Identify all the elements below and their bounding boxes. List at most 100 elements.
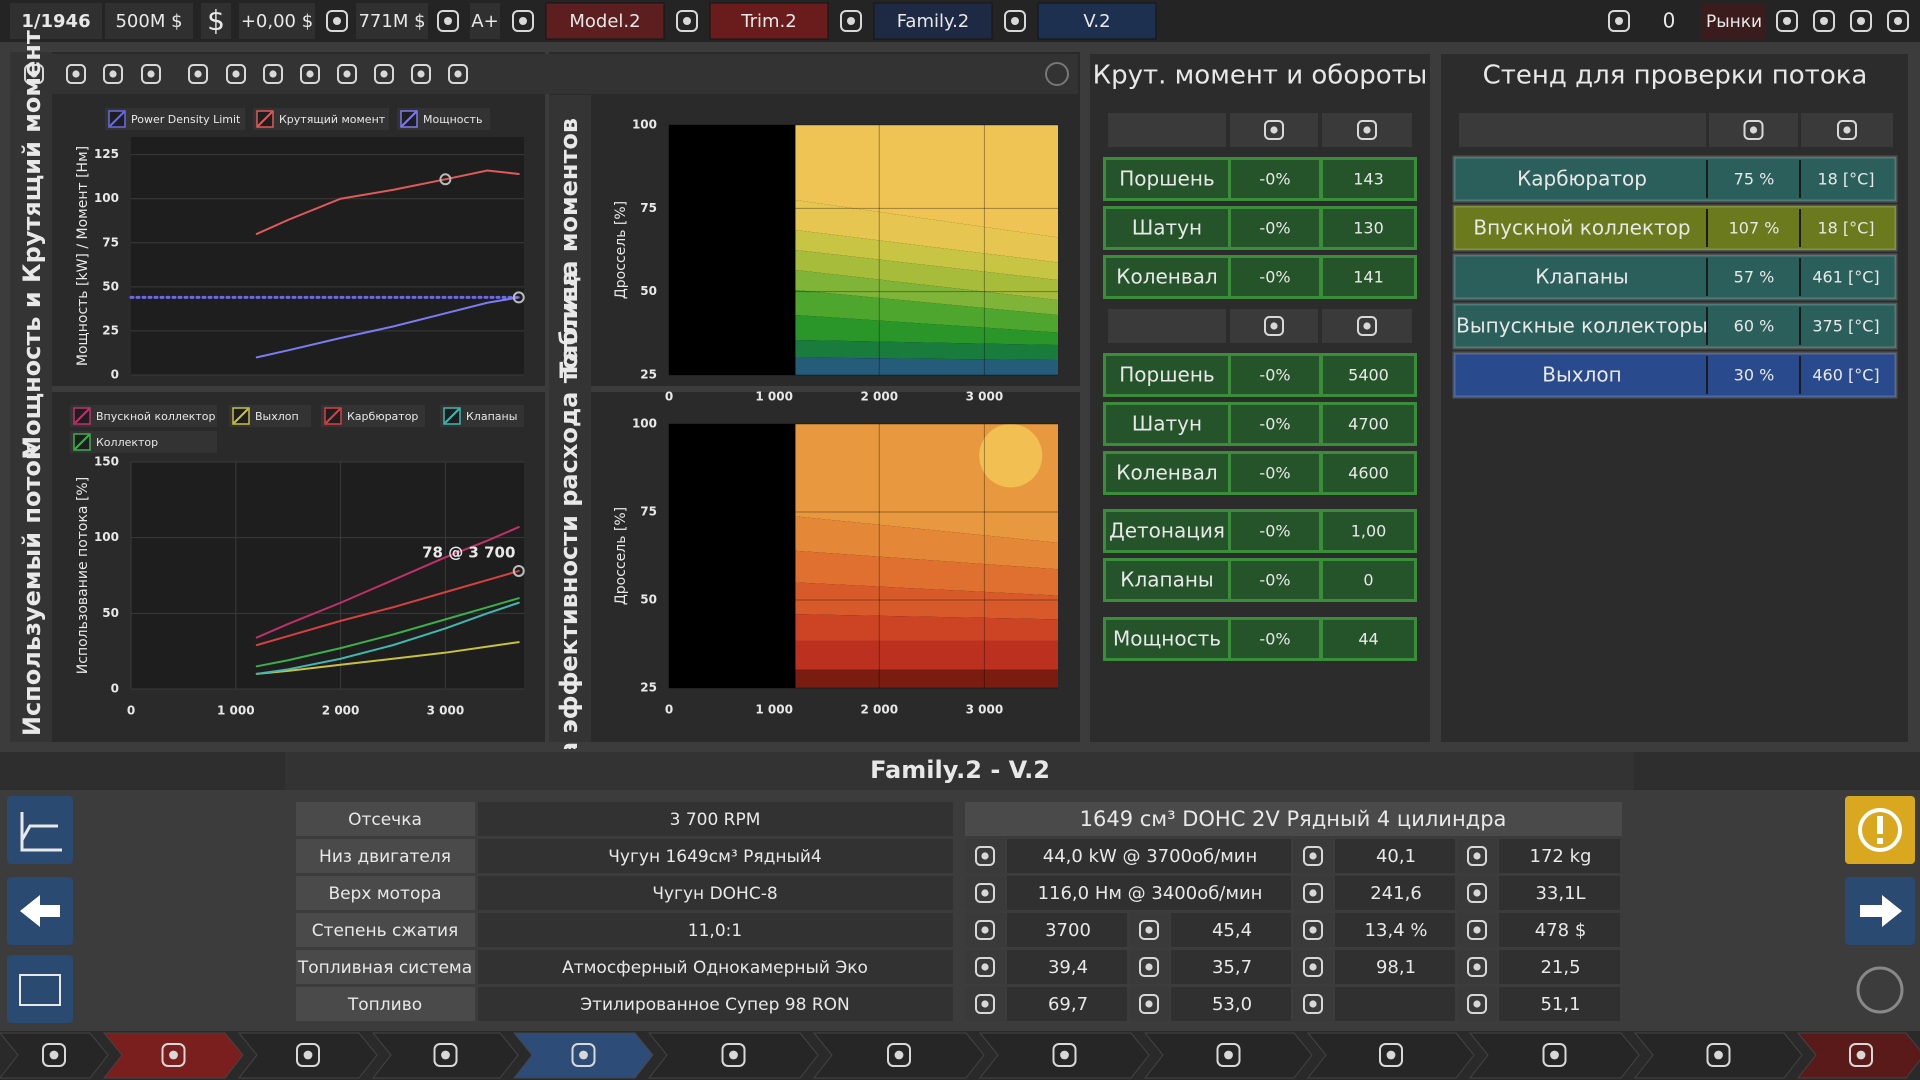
stat-value: 35,7 — [1212, 957, 1252, 978]
icon-shape — [1145, 926, 1153, 934]
modifier: -0% — [1259, 219, 1290, 238]
icon[interactable] — [411, 64, 431, 84]
legend-item-bg[interactable] — [253, 108, 389, 130]
stat-cell — [1323, 561, 1414, 599]
top-item-bg — [239, 3, 315, 39]
selector[interactable] — [709, 2, 829, 40]
icon[interactable] — [1542, 1043, 1567, 1067]
stat-value: 69,7 — [1048, 994, 1088, 1015]
selector[interactable] — [545, 2, 665, 40]
icon-shape — [1303, 994, 1323, 1014]
icon[interactable] — [374, 64, 394, 84]
icon[interactable] — [1887, 10, 1909, 32]
icon[interactable] — [1608, 10, 1630, 32]
flow-value: 75 % — [1734, 170, 1775, 189]
icon[interactable] — [300, 64, 320, 84]
icon-shape — [571, 1043, 596, 1067]
icon[interactable] — [24, 64, 44, 84]
legend-item-bg[interactable] — [70, 405, 217, 427]
icon[interactable] — [1813, 10, 1835, 32]
icon[interactable] — [188, 64, 208, 84]
stat-cell — [1323, 454, 1414, 492]
button-glyph — [20, 895, 60, 927]
legend-swatch — [401, 111, 417, 127]
icon[interactable] — [676, 10, 698, 32]
icon[interactable] — [571, 1043, 596, 1067]
icon[interactable] — [42, 1043, 66, 1067]
icon[interactable] — [1216, 1043, 1241, 1067]
stat-cell — [1106, 454, 1228, 492]
icon-shape — [1743, 120, 1764, 140]
stat-value-cell — [1499, 913, 1620, 947]
stat-value-cell — [1007, 950, 1127, 984]
side-button[interactable] — [7, 796, 73, 864]
icon[interactable] — [103, 64, 123, 84]
flow-cell — [1706, 307, 1708, 345]
icon[interactable] — [448, 64, 468, 84]
icon[interactable] — [263, 64, 283, 84]
selector[interactable] — [873, 2, 993, 40]
icon[interactable] — [887, 1043, 911, 1067]
icon[interactable] — [1004, 10, 1026, 32]
top-bar-item: 1/1946 — [21, 11, 90, 32]
icon[interactable] — [1379, 1043, 1403, 1067]
engine-description: 1649 см³ DOHC 2V Рядный 4 цилиндра — [1080, 807, 1507, 831]
icon[interactable] — [433, 1043, 458, 1067]
point-marker — [512, 564, 525, 577]
icon[interactable] — [326, 10, 348, 32]
y-tick-label: 25 — [640, 368, 657, 382]
icon-shape — [232, 70, 240, 78]
icon-shape — [1542, 1043, 1567, 1067]
icon[interactable] — [721, 1043, 746, 1067]
selector[interactable] — [1037, 2, 1157, 40]
icon-shape — [1309, 1000, 1317, 1008]
icon[interactable] — [141, 64, 161, 84]
icon-shape — [1363, 322, 1371, 330]
side-button[interactable] — [7, 955, 73, 1023]
icon-shape — [1139, 994, 1159, 1014]
part-value: 0 — [1363, 571, 1373, 590]
icon[interactable] — [296, 1043, 320, 1067]
markets-button[interactable] — [1702, 3, 1766, 39]
icon[interactable] — [1850, 10, 1872, 32]
legend-item-bg[interactable] — [70, 431, 217, 453]
icon[interactable] — [437, 10, 459, 32]
stat-value-cell — [1335, 839, 1455, 873]
icon-shape — [1813, 10, 1835, 32]
flow-value: 57 % — [1734, 268, 1775, 287]
engine-header — [965, 802, 1622, 836]
toolbar — [12, 54, 1078, 94]
stat-value-cell — [1335, 950, 1455, 984]
legend-item-bg[interactable] — [105, 108, 245, 130]
icon[interactable] — [337, 64, 357, 84]
temperature-value: 460 [°C] — [1812, 366, 1879, 385]
x-tick-label: 3 000 — [966, 390, 1004, 404]
help-icon[interactable] — [1045, 62, 1069, 86]
legend-item-bg[interactable] — [440, 405, 524, 427]
icon-shape — [847, 17, 855, 25]
legend-item-bg[interactable] — [321, 405, 425, 427]
temperature-value: 461 [°C] — [1812, 268, 1879, 287]
icon[interactable] — [1776, 10, 1798, 32]
icon[interactable] — [226, 64, 246, 84]
x-tick-label: 0 — [127, 704, 135, 718]
flow-cell — [1706, 258, 1708, 296]
icon[interactable] — [1849, 1043, 1873, 1067]
icon[interactable] — [512, 10, 534, 32]
icon[interactable] — [161, 1043, 186, 1067]
help-icon[interactable] — [1856, 966, 1904, 1014]
component-name: Выпускные коллекторы — [1456, 314, 1708, 338]
icon-shape — [1473, 926, 1481, 934]
icon[interactable] — [66, 64, 86, 84]
stat-value: 44,0 kW @ 3700об/мин — [1043, 846, 1258, 867]
icon[interactable] — [1052, 1043, 1077, 1067]
stat-cell — [1106, 620, 1228, 658]
icon-shape — [721, 1043, 746, 1067]
icon-shape — [326, 10, 348, 32]
icon[interactable] — [1706, 1043, 1731, 1067]
icon[interactable] — [840, 10, 862, 32]
icon-shape — [1216, 1043, 1241, 1067]
legend-item-bg[interactable] — [397, 108, 490, 130]
x-tick-label: 3 000 — [427, 704, 465, 718]
